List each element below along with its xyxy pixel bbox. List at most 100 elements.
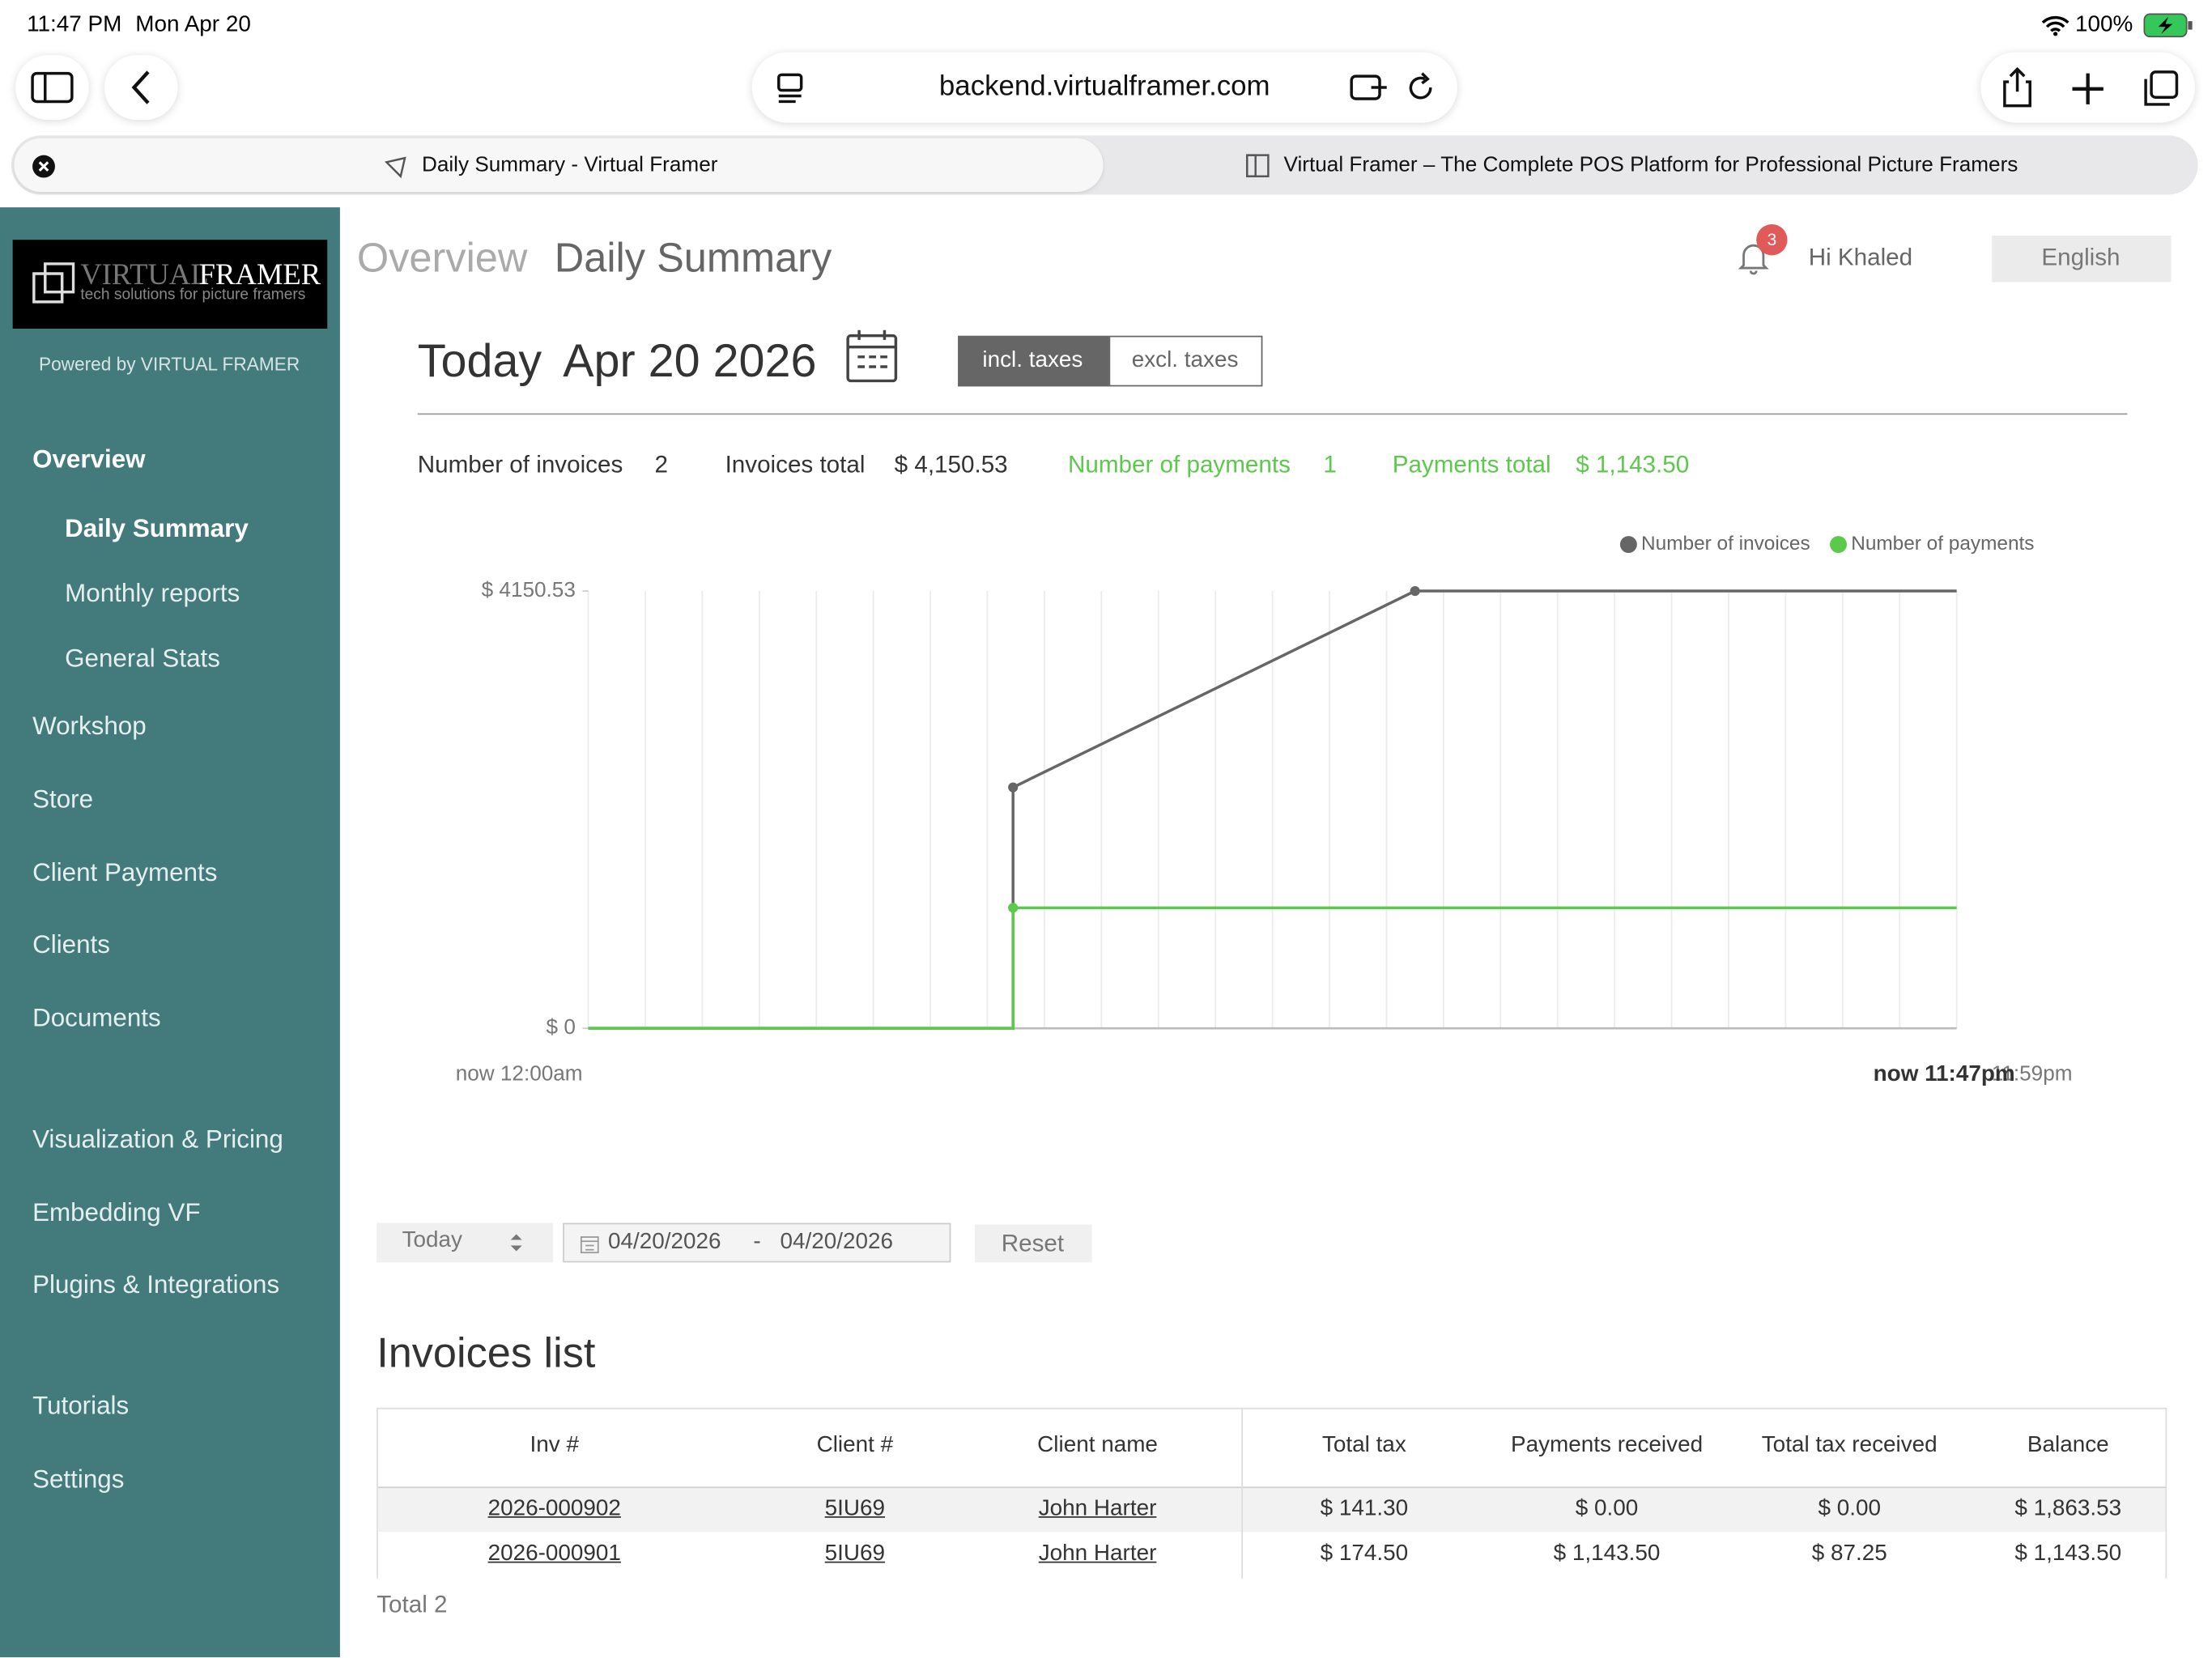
column-header: Client name	[1037, 1433, 1158, 1457]
x-tick-label: now 12:00am	[456, 1061, 583, 1086]
table-footer: Total 2	[376, 1591, 448, 1618]
logo-tagline: tech solutions for picture framers	[80, 286, 306, 304]
menu-item[interactable]: Client Payments	[32, 858, 218, 887]
submenu-item[interactable]: Monthly reports	[65, 579, 240, 608]
excl-taxes-toggle[interactable]: excl. taxes	[1108, 335, 1263, 387]
menu-item[interactable]: Visualization & Pricing	[32, 1124, 283, 1154]
table-cell[interactable]: John Harter	[1038, 1496, 1157, 1521]
incl-taxes-toggle[interactable]: incl. taxes	[958, 335, 1109, 387]
column-header: Payments received	[1511, 1433, 1704, 1457]
column-header: Inv #	[530, 1433, 579, 1457]
table-cell: $ 1,863.53	[2014, 1496, 2122, 1521]
date-range[interactable]: 04/20/2026 - 04/20/2026	[563, 1222, 951, 1263]
powered-by: Powered by VIRTUAL FRAMER	[38, 353, 300, 375]
page-title: Daily Summary	[554, 236, 832, 282]
divider	[417, 413, 2128, 415]
sidebar: VIRTUAL FRAMER tech solutions for pictur…	[0, 207, 340, 1658]
legend-swatch	[1619, 536, 1637, 554]
menu-item[interactable]: Documents	[32, 1003, 161, 1032]
url: backend.virtualframer.com	[938, 70, 1270, 103]
table-cell[interactable]: 2026-000901	[487, 1541, 621, 1567]
share-button[interactable]	[1997, 65, 2037, 110]
language-button[interactable]: English	[1992, 235, 2172, 283]
tab-title: Virtual Framer – The Complete POS Platfo…	[1283, 153, 2018, 177]
summary-label: Payments total	[1392, 451, 1551, 478]
notification-badge: 3	[1756, 224, 1788, 256]
table-cell[interactable]: John Harter	[1038, 1541, 1157, 1567]
address-bar[interactable]: backend.virtualframer.com	[751, 52, 1457, 123]
header-rule	[377, 1486, 2166, 1489]
data-point	[1008, 903, 1019, 913]
menu-item[interactable]: Workshop	[32, 712, 147, 740]
status-battery: 100%	[2074, 12, 2133, 37]
menu-item[interactable]: Embedding VF	[32, 1198, 201, 1226]
calendar-button[interactable]	[845, 329, 902, 385]
submenu-item[interactable]: Daily Summary	[65, 514, 249, 542]
status-date: Mon Apr 20	[135, 12, 251, 37]
sidebar-toggle[interactable]	[15, 54, 89, 121]
column-header: Total tax	[1321, 1433, 1406, 1457]
language: English	[2041, 244, 2121, 271]
toggle-label: incl. taxes	[982, 348, 1083, 372]
summary-label: Number of invoices	[417, 451, 623, 478]
notification-bell[interactable]	[1737, 240, 1771, 276]
logo-bold: FRAMER	[198, 257, 321, 291]
summary-value: $ 1,143.50	[1576, 451, 1690, 478]
menu-item[interactable]: Overview	[32, 444, 146, 474]
table-cell[interactable]: 5IU69	[824, 1541, 886, 1567]
x-tick-label: 11:59pm	[1992, 1061, 2073, 1086]
menu-item[interactable]: Tutorials	[32, 1391, 130, 1420]
period: Today	[402, 1228, 462, 1253]
table-cell[interactable]: 2026-000902	[487, 1496, 621, 1521]
column-header: Balance	[2027, 1433, 2109, 1457]
logo[interactable]: VIRTUAL FRAMER tech solutions for pictur…	[12, 240, 328, 329]
date-from: 04/20/2026	[607, 1230, 721, 1254]
logo-light: VIRTUAL	[80, 257, 209, 291]
summary-value: 1	[1323, 451, 1337, 478]
menu-item[interactable]: Plugins & Integrations	[32, 1269, 280, 1299]
date-to: 04/20/2026	[780, 1230, 894, 1254]
y-tick-label: $ 0	[547, 1014, 576, 1039]
active-tab[interactable]: Daily Summary - Virtual Framer	[14, 138, 1104, 192]
new-tab-button[interactable]	[2069, 70, 2106, 107]
table-cell: $ 174.50	[1320, 1541, 1409, 1567]
menu-item[interactable]: Clients	[32, 930, 110, 959]
column-header: Client #	[816, 1433, 894, 1457]
section-title: Invoices list	[376, 1330, 596, 1377]
back-button[interactable]	[104, 54, 178, 121]
breadcrumb-section[interactable]: Overview	[356, 236, 528, 282]
table-cell: $ 87.25	[1811, 1541, 1887, 1567]
reset-button[interactable]: Reset	[974, 1224, 1092, 1263]
column-divider	[1241, 1407, 1244, 1579]
table-cell[interactable]: 5IU69	[824, 1496, 886, 1521]
submenu-item[interactable]: General Stats	[65, 644, 220, 673]
tab-title: Daily Summary - Virtual Framer	[421, 153, 718, 177]
status-time: 11:47 PM	[27, 12, 122, 37]
table-cell: $ 1,143.50	[2014, 1541, 2122, 1567]
menu-item[interactable]: Store	[32, 784, 94, 814]
inactive-tab[interactable]: Virtual Framer – The Complete POS Platfo…	[1106, 138, 2195, 192]
wifi-icon	[2041, 15, 2069, 36]
summary-value: 2	[654, 451, 668, 478]
period-select[interactable]: Today	[376, 1222, 554, 1263]
tabs-button[interactable]	[2138, 68, 2180, 110]
data-point	[1008, 782, 1019, 793]
invoices-table	[376, 1407, 2167, 1579]
summary-label: Number of payments	[1067, 451, 1291, 478]
legend-swatch	[1830, 536, 1847, 554]
y-tick-label: $ 4150.53	[482, 577, 576, 602]
table-cell: $ 141.30	[1320, 1496, 1409, 1521]
greeting[interactable]: Hi Khaled	[1808, 244, 1913, 271]
menu-item[interactable]: Settings	[32, 1465, 125, 1494]
table-cell: $ 1,143.50	[1553, 1541, 1661, 1567]
summary-value: $ 4,150.53	[894, 451, 1008, 478]
day-date: Apr 20 2026	[563, 334, 817, 387]
day-label: Today	[417, 334, 542, 387]
chart: now 12:00am 11:59pm $ 0 $ 4150.53 now 11:47p…	[456, 533, 2073, 1086]
battery-icon	[2143, 13, 2193, 38]
reset: Reset	[1001, 1230, 1065, 1257]
table-cell: $ 0.00	[1818, 1496, 1881, 1521]
legend-label: Number of invoices	[1641, 533, 1810, 555]
